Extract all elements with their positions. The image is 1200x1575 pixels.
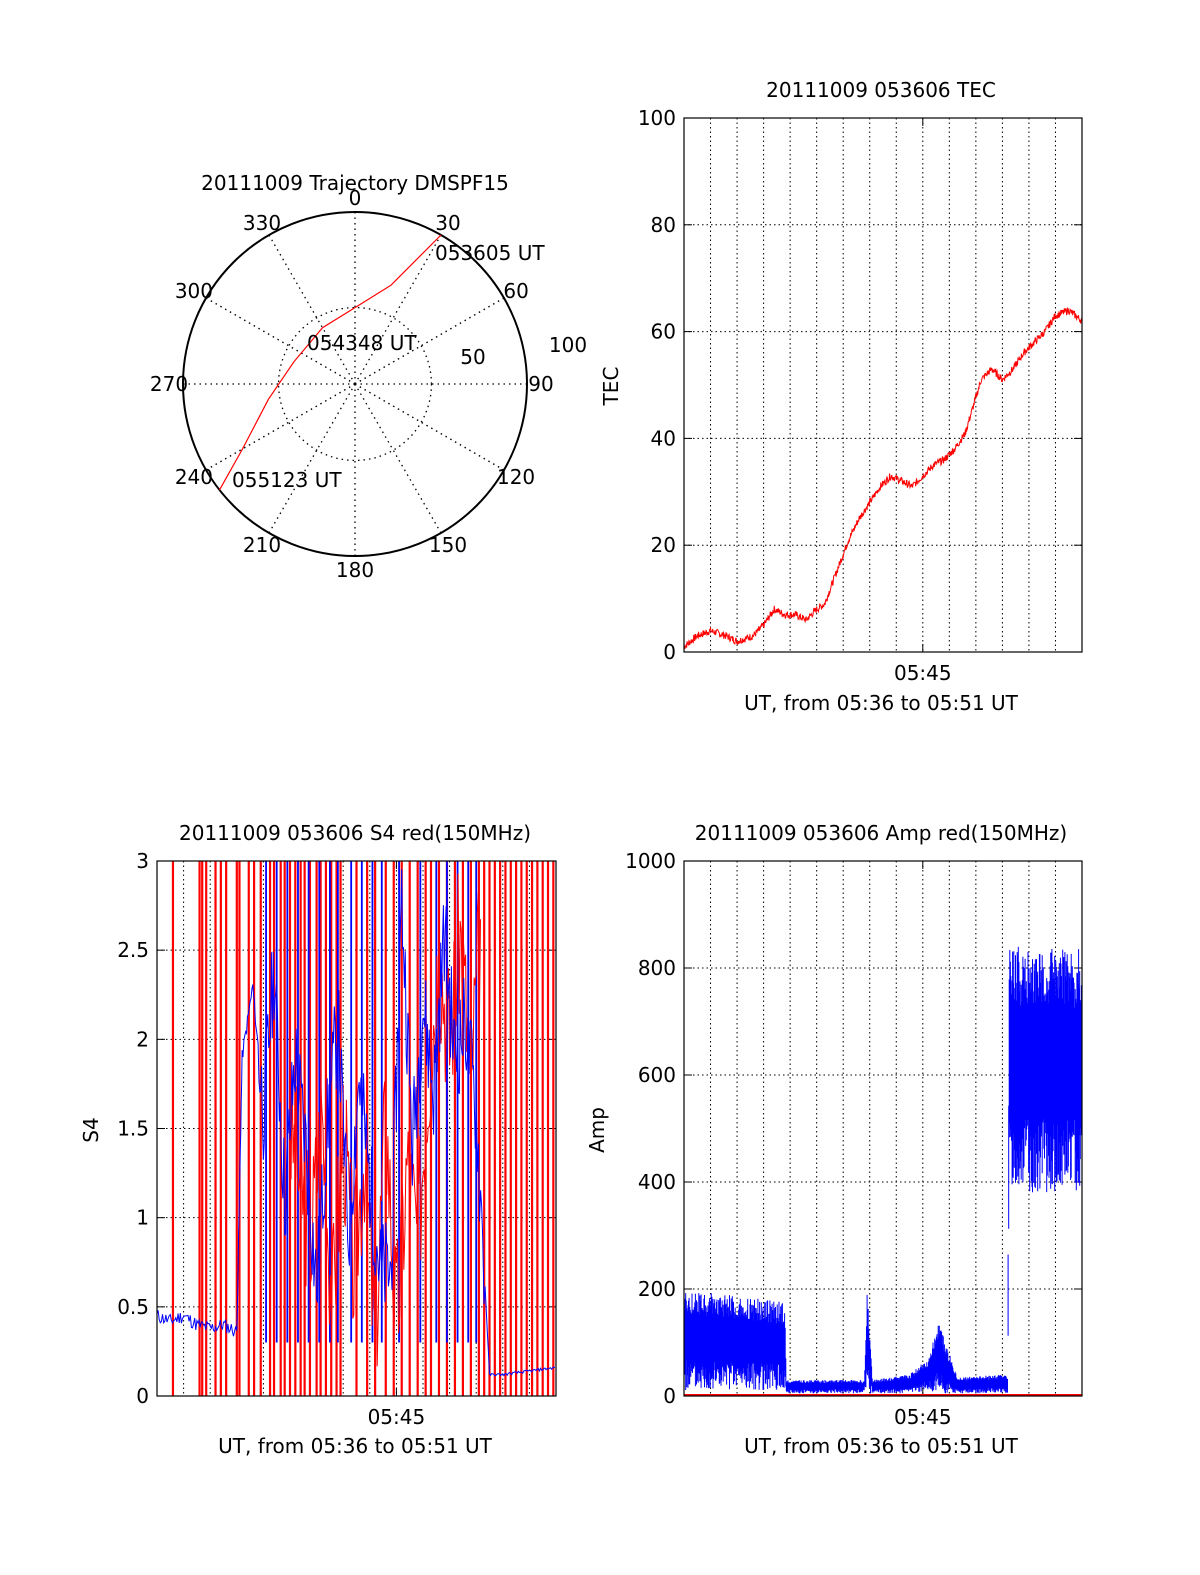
polar-radial-line — [205, 383, 356, 471]
s4-ylabel: S4 — [79, 1117, 103, 1142]
y-tick-label: 60 — [651, 320, 676, 344]
polar-elevation-ring — [277, 306, 433, 462]
trajectory-line — [218, 234, 442, 491]
polar-radial-line — [354, 383, 505, 471]
polar-title: 20111009 Trajectory DMSPF15 — [201, 171, 509, 195]
polar-radial-line — [354, 383, 442, 534]
y-tick-label: 20 — [651, 533, 676, 557]
plot-area — [684, 307, 1082, 649]
plot-frame — [683, 117, 1083, 653]
amp-blue-series — [684, 946, 1082, 1394]
polar-radial-line — [205, 297, 356, 385]
annotation-mid: 054348 UT — [307, 331, 417, 355]
amp-ylabel: Amp — [585, 1107, 609, 1153]
y-tick-label: 3 — [136, 849, 149, 873]
polar-panel: 20111009 Trajectory DMSPF15 0 30 60 90 120 15… — [150, 171, 587, 582]
polar-azimuth-label: 90 — [528, 372, 553, 396]
amp-panel: 20111009 053606 Amp red(150MHz) Amp UT, … — [585, 821, 1083, 1458]
polar-azimuth-label: 120 — [497, 465, 535, 489]
polar-azimuth-label: 240 — [175, 465, 213, 489]
s4-panel: 20111009 053606 S4 red(150MHz) S4 UT, fr… — [79, 821, 557, 1458]
amp-title: 20111009 053606 Amp red(150MHz) — [695, 821, 1067, 845]
tec-panel: 20111009 053606 TEC TEC UT, from 05:36 t… — [599, 78, 1083, 715]
annotation-start: 053605 UT — [435, 241, 545, 265]
y-tick-label: 800 — [638, 956, 676, 980]
polar-azimuth-label: 210 — [243, 533, 281, 557]
polar-radial-line — [354, 234, 442, 385]
y-tick-label: 400 — [638, 1170, 676, 1194]
y-tick-label: 1000 — [625, 849, 676, 873]
y-tick-label: 600 — [638, 1063, 676, 1087]
tec-ylabel: TEC — [599, 367, 623, 407]
polar-azimuth-label: 150 — [429, 533, 467, 557]
plot-area — [157, 861, 556, 1396]
s4-title: 20111009 053606 S4 red(150MHz) — [179, 821, 531, 845]
x-tick-label: 05:45 — [894, 661, 952, 685]
x-tick-label: 05:45 — [368, 1405, 426, 1429]
tec-xlabel: UT, from 05:36 to 05:51 UT — [744, 691, 1019, 715]
x-tick-label: 05:45 — [894, 1405, 952, 1429]
y-tick-label: 1 — [136, 1206, 149, 1230]
polar-radial-line — [354, 297, 505, 385]
polar-ring-label: 50 — [460, 345, 485, 369]
annotation-end: 055123 UT — [232, 468, 342, 492]
plot-frame — [156, 860, 557, 1397]
y-tick-label: 40 — [651, 426, 676, 450]
polar-radial-line — [268, 234, 356, 385]
y-tick-label: 0 — [663, 640, 676, 664]
amp-xlabel: UT, from 05:36 to 05:51 UT — [744, 1434, 1019, 1458]
polar-azimuth-label: 300 — [175, 279, 213, 303]
s4-blue-series — [157, 869, 556, 1377]
s4-xlabel: UT, from 05:36 to 05:51 UT — [218, 1434, 493, 1458]
polar-azimuth-label: 30 — [435, 211, 460, 235]
tec-series-line — [684, 307, 1082, 649]
y-tick-label: 2 — [136, 1027, 149, 1051]
y-tick-label: 1.5 — [117, 1117, 149, 1141]
y-tick-label: 0 — [136, 1384, 149, 1408]
polar-azimuth-label: 0 — [349, 186, 362, 210]
polar-azimuth-label: 60 — [503, 279, 528, 303]
y-tick-label: 200 — [638, 1277, 676, 1301]
polar-radial-line — [268, 383, 356, 534]
polar-azimuth-label: 180 — [336, 558, 374, 582]
plot-frame — [683, 860, 1083, 1397]
polar-azimuth-label: 270 — [150, 372, 188, 396]
y-tick-label: 80 — [651, 213, 676, 237]
y-tick-label: 0 — [663, 1384, 676, 1408]
tec-title: 20111009 053606 TEC — [766, 78, 996, 102]
y-tick-label: 0.5 — [117, 1295, 149, 1319]
plot-area — [684, 946, 1082, 1396]
polar-azimuth-label: 330 — [243, 211, 281, 235]
y-tick-label: 100 — [638, 106, 676, 130]
polar-ring-label: 100 — [549, 333, 587, 357]
y-tick-label: 2.5 — [117, 938, 149, 962]
